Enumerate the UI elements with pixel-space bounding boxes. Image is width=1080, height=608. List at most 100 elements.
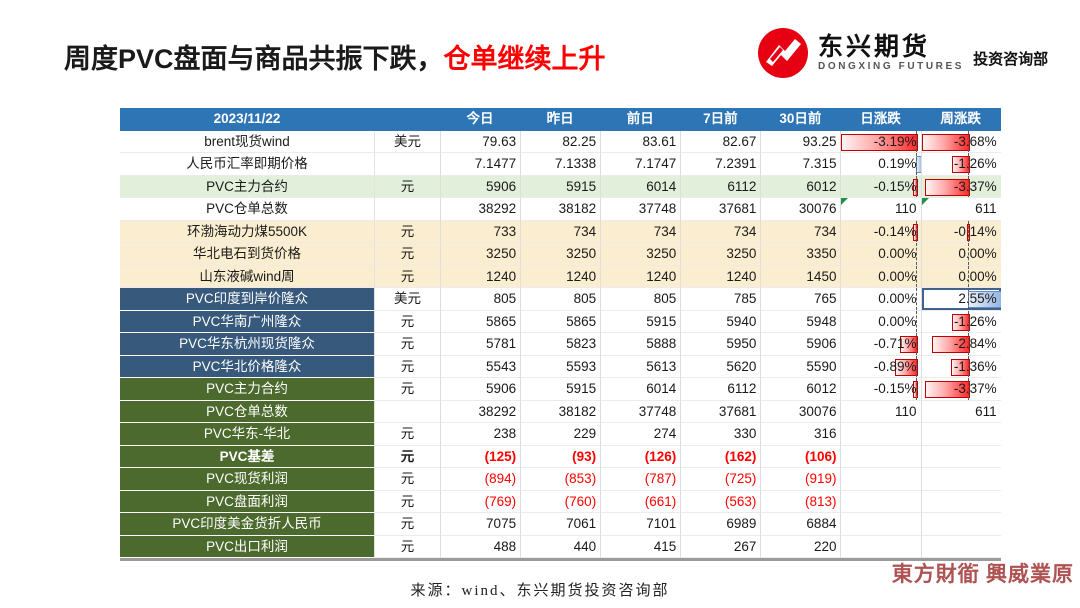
row-label-cell: PVC仓单总数 [120, 198, 374, 221]
header-column-cell: 前日 [626, 111, 654, 126]
table-row: PVC主力合约元 5906 5915 6014 6112 6012 -0.15% -3.37% [120, 175, 1001, 198]
value-cell: 5593 [520, 355, 601, 378]
day-change-cell [840, 490, 921, 513]
table-row: PVC华南广州隆众元 5865 5865 5915 5940 5948 0.00% -1.26… [120, 310, 1001, 333]
axis-line [968, 153, 970, 175]
axis-line [968, 378, 970, 400]
table-row: PVC华北价格隆众元 5543 5593 5613 5620 5590 -0.89% -1.3… [120, 355, 1001, 378]
axis-line [916, 265, 918, 287]
table-row: PVC华东杭州现货隆众元 5781 5823 5888 5950 5906 -0.71% -2… [120, 333, 1001, 356]
axis-line [916, 310, 918, 332]
value-cell: 82.25 [520, 130, 601, 153]
value-cell: 37748 [600, 198, 681, 221]
week-change-cell [920, 513, 1001, 536]
data-bar [952, 313, 971, 331]
day-change-cell: -3.19% [840, 130, 921, 153]
unit-cell [374, 198, 440, 221]
value-cell: (919) [760, 468, 841, 491]
table-row: 华北电石到货价格元 3250 3250 3250 3250 3350 0.00% 0.00% [120, 243, 1001, 266]
value-cell: 330 [680, 423, 761, 446]
row-label-cell: PVC华东杭州现货隆众 [120, 333, 374, 356]
value-cell: 38182 [520, 400, 601, 423]
week-change-cell: -0.14% [920, 220, 1001, 243]
week-change-cell: 611 [920, 400, 1001, 423]
value-cell: 37681 [680, 198, 761, 221]
value-cell: 5543 [440, 355, 521, 378]
value-cell: 37681 [680, 400, 761, 423]
week-change-cell: -1.26% [920, 153, 1001, 176]
table-row: PVC基差元 (125) (93) (126) (162) (106) [120, 445, 1001, 468]
value-cell: 6012 [760, 175, 841, 198]
table-row: PVC印度美金货折人民币元 7075 7061 7101 6989 6884 [120, 513, 1001, 536]
row-label-cell: 环渤海动力煤5500K [120, 220, 374, 243]
value-cell: 83.61 [600, 130, 681, 153]
axis-line [968, 288, 970, 310]
value-cell: 93.25 [760, 130, 841, 153]
day-change-cell: 0.19% [840, 153, 921, 176]
day-change-cell [840, 445, 921, 468]
unit-cell: 元 [374, 468, 440, 491]
axis-line [916, 153, 918, 175]
day-change-cell: 0.00% [840, 288, 921, 311]
row-label-cell: PVC华东-华北 [120, 423, 374, 446]
unit-cell: 元 [374, 265, 440, 288]
axis-line [968, 175, 970, 197]
day-change-cell: -0.89% [840, 355, 921, 378]
value-cell: 785 [680, 288, 761, 311]
axis-line [916, 288, 918, 310]
day-change-cell [840, 468, 921, 491]
header-column-cell: 昨日 [546, 111, 574, 126]
row-label-cell: PVC华南广州隆众 [120, 310, 374, 333]
row-label-cell: PVC华北价格隆众 [120, 355, 374, 378]
axis-line [916, 333, 918, 355]
day-change-cell: 0.00% [840, 243, 921, 266]
unit-cell: 美元 [374, 130, 440, 153]
value-cell: (126) [600, 445, 681, 468]
value-cell: 7061 [520, 513, 601, 536]
value-cell: (93) [520, 445, 601, 468]
value-cell: 734 [760, 220, 841, 243]
week-change-cell: -1.36% [920, 355, 1001, 378]
data-bar [912, 381, 919, 398]
company-name: 东兴期货 [818, 32, 931, 61]
header-column-cell: 周涨跌 [940, 111, 981, 126]
table-row: PVC主力合约元 5906 5915 6014 6112 6012 -0.15% -3.37% [120, 378, 1001, 401]
value-cell: 1450 [760, 265, 841, 288]
watermark: 東方財衜 興威業原 [891, 562, 1074, 586]
data-bar [841, 133, 919, 151]
row-label-cell: 山东液碱wind周 [120, 265, 374, 288]
value-cell: 3350 [760, 243, 841, 266]
table-row: PVC印度到岸价隆众 美元 805 805 805 785 765 0.00% 2.55% [120, 288, 1001, 311]
table-row: brent现货wind 美元 79.63 82.25 83.61 82.67 93.25 -3… [120, 130, 1001, 153]
value-cell: 38292 [440, 400, 521, 423]
value-cell: 6012 [760, 378, 841, 401]
row-label-cell: 人民币汇率即期价格 [120, 153, 374, 176]
value-cell: (661) [600, 490, 681, 513]
row-label-cell: PVC印度美金货折人民币 [120, 513, 374, 536]
table-row: PVC盘面利润元 (769) (760) (661) (563) (813) [120, 490, 1001, 513]
value-cell: 6989 [680, 513, 761, 536]
value-cell: 6014 [600, 175, 681, 198]
axis-line [916, 378, 918, 400]
value-cell: 415 [600, 535, 681, 558]
title-highlight: 仓单继续上升 [443, 44, 606, 74]
value-cell: 38292 [440, 198, 521, 221]
table-row: PVC仓单总数 38292 38182 37748 37681 30076 110 611 [120, 400, 1001, 423]
value-cell: 1240 [440, 265, 521, 288]
value-cell: 3250 [680, 243, 761, 266]
value-cell: 5906 [440, 175, 521, 198]
data-bar [912, 178, 919, 196]
axis-line [968, 333, 970, 355]
unit-cell: 元 [374, 378, 440, 401]
value-cell: 7.1477 [440, 153, 521, 176]
header-column-cell: 今日 [466, 111, 494, 126]
data-bar [925, 178, 971, 196]
value-cell: 38182 [520, 198, 601, 221]
value-cell: 6014 [600, 378, 681, 401]
value-cell: 7.1338 [520, 153, 601, 176]
unit-cell: 元 [374, 535, 440, 558]
week-change-cell: -3.68% [920, 130, 1001, 153]
value-cell: 488 [440, 535, 521, 558]
value-cell: 5613 [600, 355, 681, 378]
value-cell: 5865 [520, 310, 601, 333]
